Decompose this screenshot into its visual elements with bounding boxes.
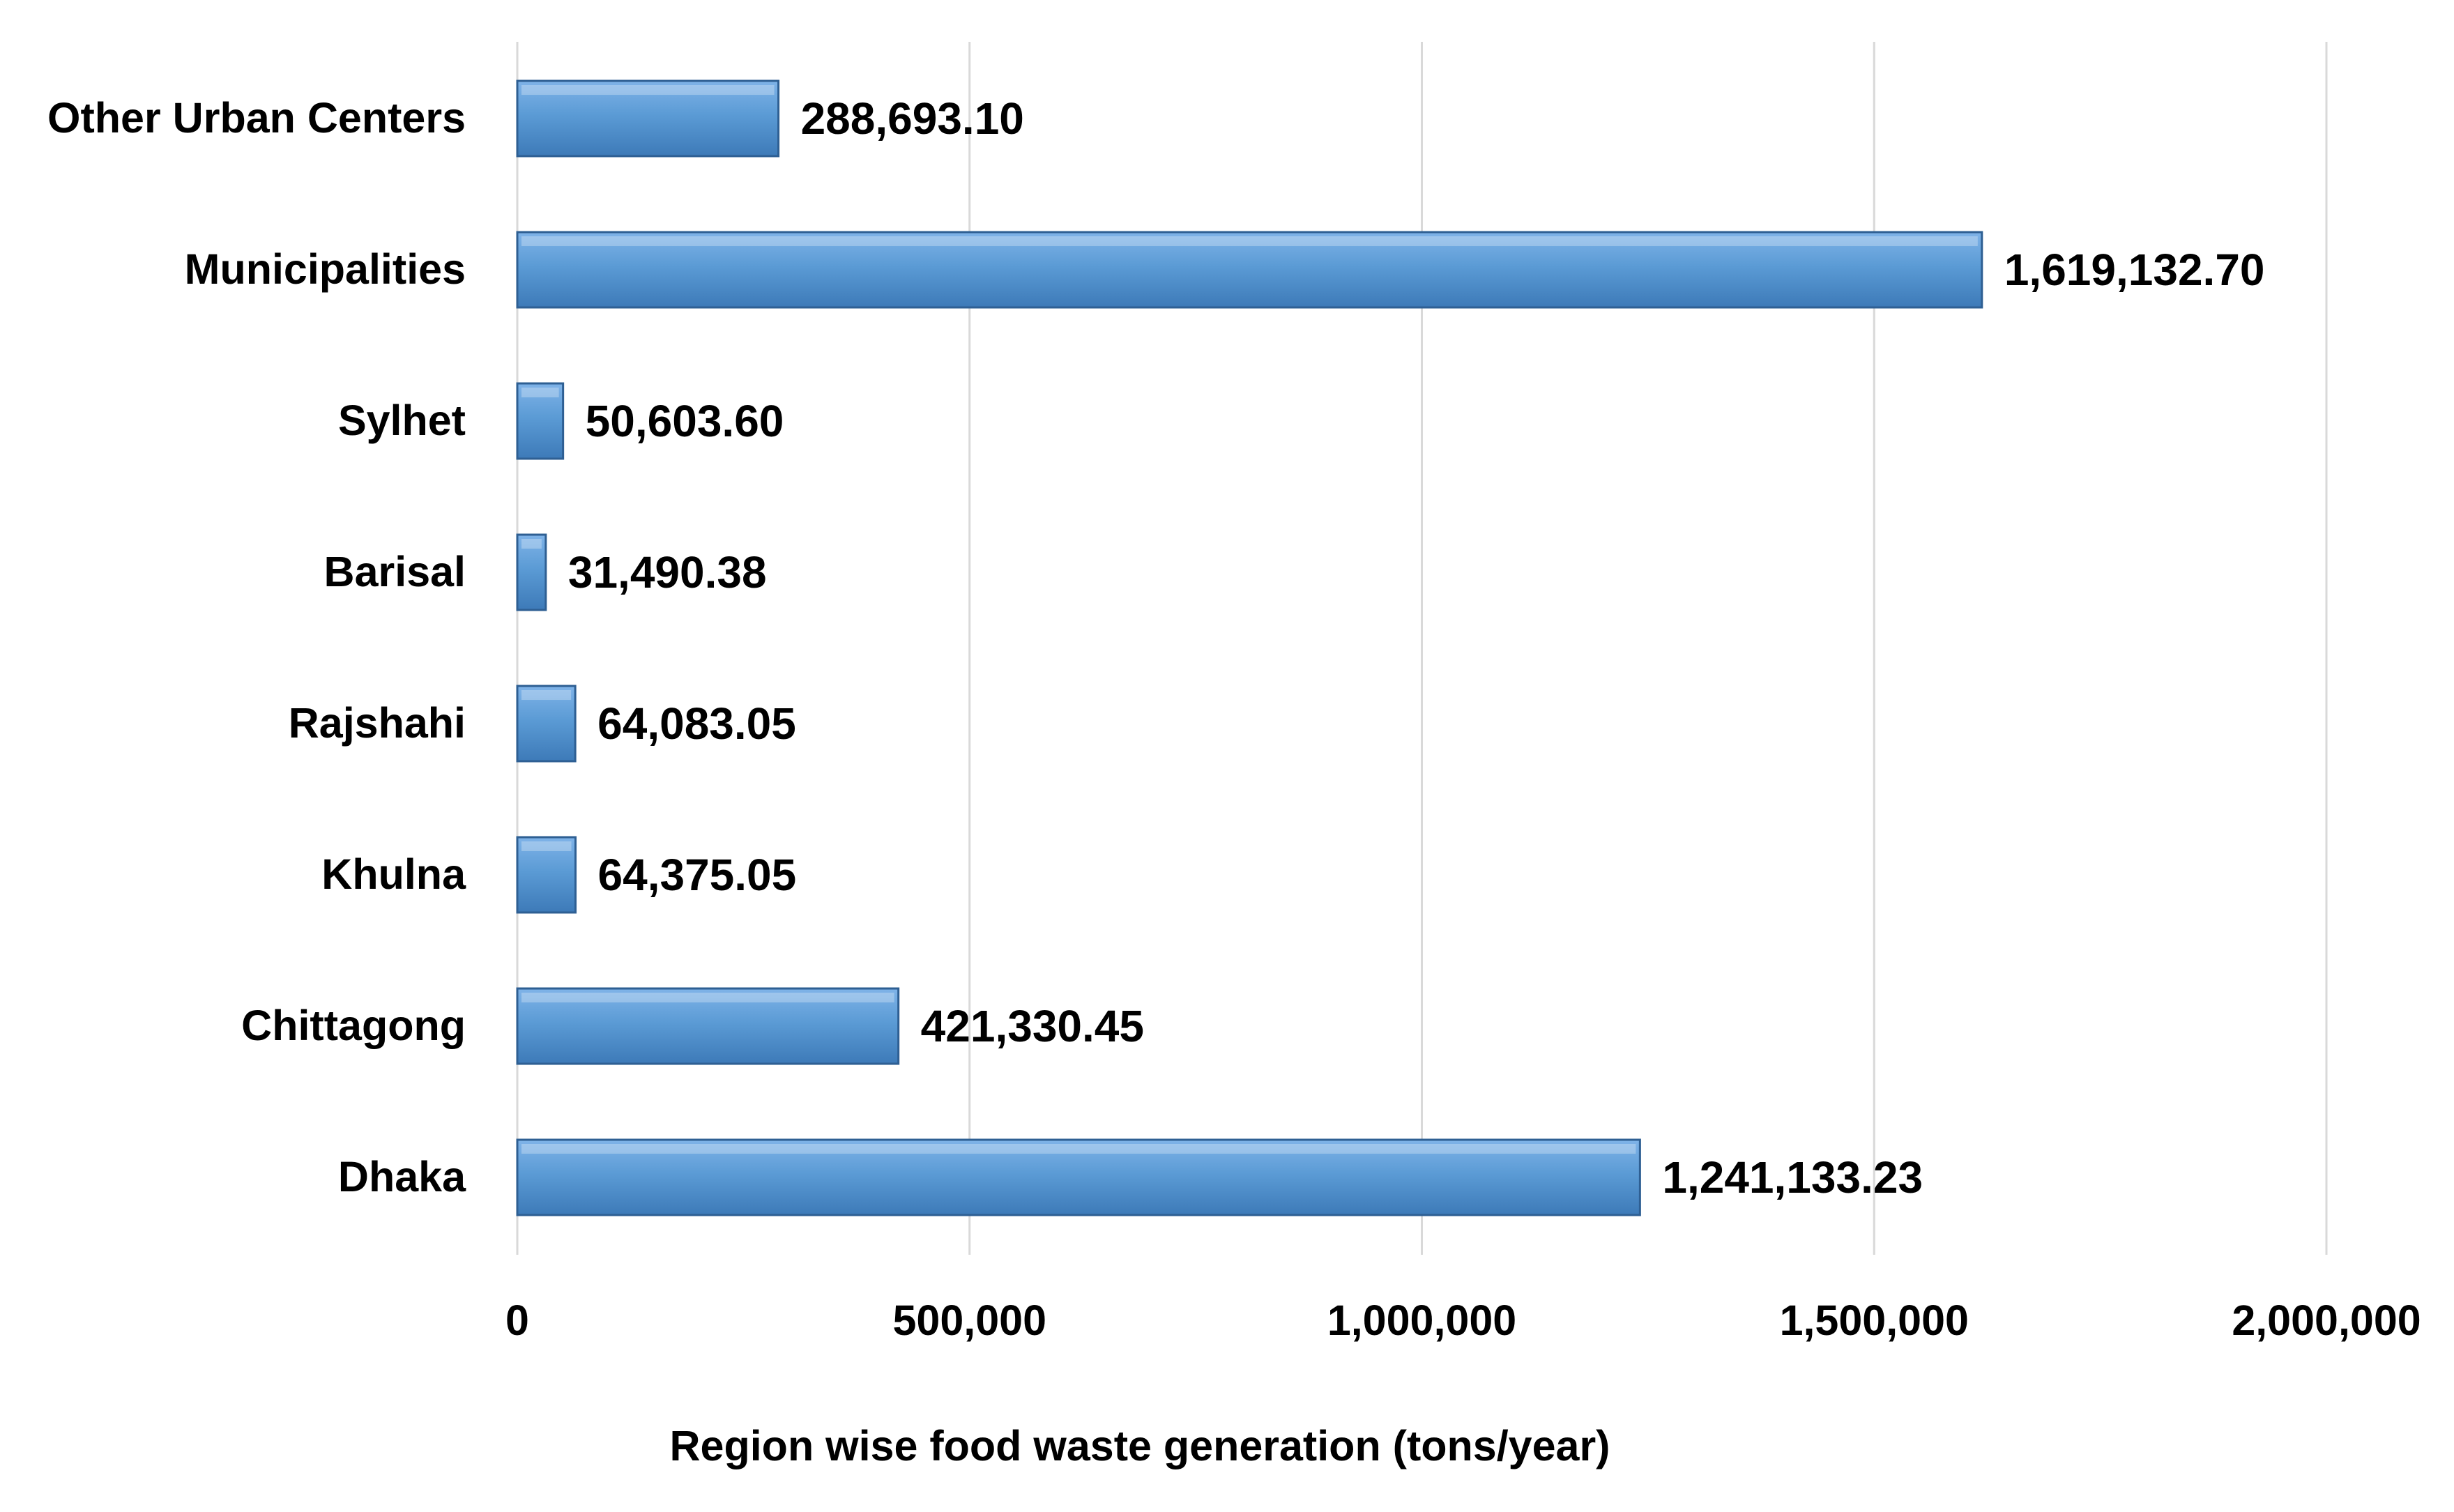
category-label: Dhaka bbox=[338, 1153, 466, 1200]
x-tick-label: 1,500,000 bbox=[1780, 1297, 1969, 1344]
value-label: 1,619,132.70 bbox=[2004, 245, 2265, 295]
bar bbox=[516, 1138, 1641, 1216]
category-label: Municipalities bbox=[185, 245, 466, 293]
bar bbox=[516, 685, 577, 763]
value-label: 31,490.38 bbox=[568, 547, 767, 597]
gridlines bbox=[516, 42, 2328, 1255]
bar-highlight bbox=[521, 1144, 1636, 1154]
category-label: Sylhet bbox=[338, 397, 466, 444]
value-label: 50,603.60 bbox=[586, 396, 784, 446]
labels: 0 500,000 1,000,000 1,500,000 2,000,000 Other… bbox=[47, 93, 2421, 1344]
bar-highlight bbox=[521, 388, 559, 397]
category-label: Rajshahi bbox=[289, 699, 466, 747]
bars bbox=[516, 79, 1983, 1216]
x-axis-title: Region wise food waste generation (tons/… bbox=[670, 1422, 1610, 1469]
bar bbox=[516, 836, 577, 914]
bar-highlight bbox=[521, 993, 894, 1002]
value-label: 421,330.45 bbox=[921, 1001, 1144, 1051]
value-label: 1,241,133.23 bbox=[1662, 1152, 1923, 1202]
x-tick-label: 0 bbox=[505, 1297, 529, 1344]
bar-highlight bbox=[521, 690, 572, 700]
category-label: Other Urban Centers bbox=[47, 94, 466, 142]
bar bbox=[516, 987, 900, 1065]
category-label: Chittagong bbox=[241, 1002, 466, 1049]
bar bbox=[516, 79, 780, 158]
x-tick-label: 500,000 bbox=[893, 1297, 1047, 1344]
value-label: 288,693.10 bbox=[801, 93, 1024, 144]
bar-highlight bbox=[521, 85, 775, 95]
bar bbox=[516, 533, 547, 611]
bar bbox=[516, 382, 565, 460]
category-label: Khulna bbox=[321, 850, 466, 898]
x-tick-label: 2,000,000 bbox=[2232, 1297, 2421, 1344]
bar bbox=[516, 231, 1983, 309]
value-label: 64,083.05 bbox=[597, 698, 796, 749]
category-label: Barisal bbox=[324, 548, 466, 595]
bar-highlight bbox=[521, 841, 572, 851]
value-label: 64,375.05 bbox=[598, 850, 797, 900]
x-tick-label: 1,000,000 bbox=[1327, 1297, 1516, 1344]
bar-highlight bbox=[521, 236, 1978, 246]
bar-highlight bbox=[521, 539, 542, 549]
